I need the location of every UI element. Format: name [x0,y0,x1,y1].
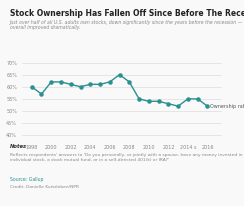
Text: Just over half of all U.S. adults own stocks, down significantly since the years: Just over half of all U.S. adults own st… [10,20,244,30]
Point [157,100,161,103]
Point [118,73,122,76]
Text: Credit: Danielle Kurtzleben/NPR: Credit: Danielle Kurtzleben/NPR [10,185,79,189]
Point [205,104,209,108]
Point [69,83,73,86]
Text: Stock Ownership Has Fallen Off Since Before The Recession: Stock Ownership Has Fallen Off Since Bef… [10,9,244,18]
Point [49,80,53,84]
Point [59,80,63,84]
Text: Reflects respondents' answers to 'Do you personally, or jointly with a spouse, h: Reflects respondents' answers to 'Do you… [10,153,244,162]
Point [30,85,34,88]
Point [147,100,151,103]
Point [98,83,102,86]
Point [127,80,131,84]
Point [186,97,190,101]
Text: Source: Gallup: Source: Gallup [10,177,43,182]
Point [40,92,43,96]
Point [176,104,180,108]
Point [108,80,112,84]
Text: Ownership rate: 52%: Ownership rate: 52% [210,104,244,109]
Text: Notes: Notes [10,144,27,149]
Point [196,97,200,101]
Point [88,83,92,86]
Point [166,102,170,105]
Point [79,85,82,88]
Point [137,97,141,101]
